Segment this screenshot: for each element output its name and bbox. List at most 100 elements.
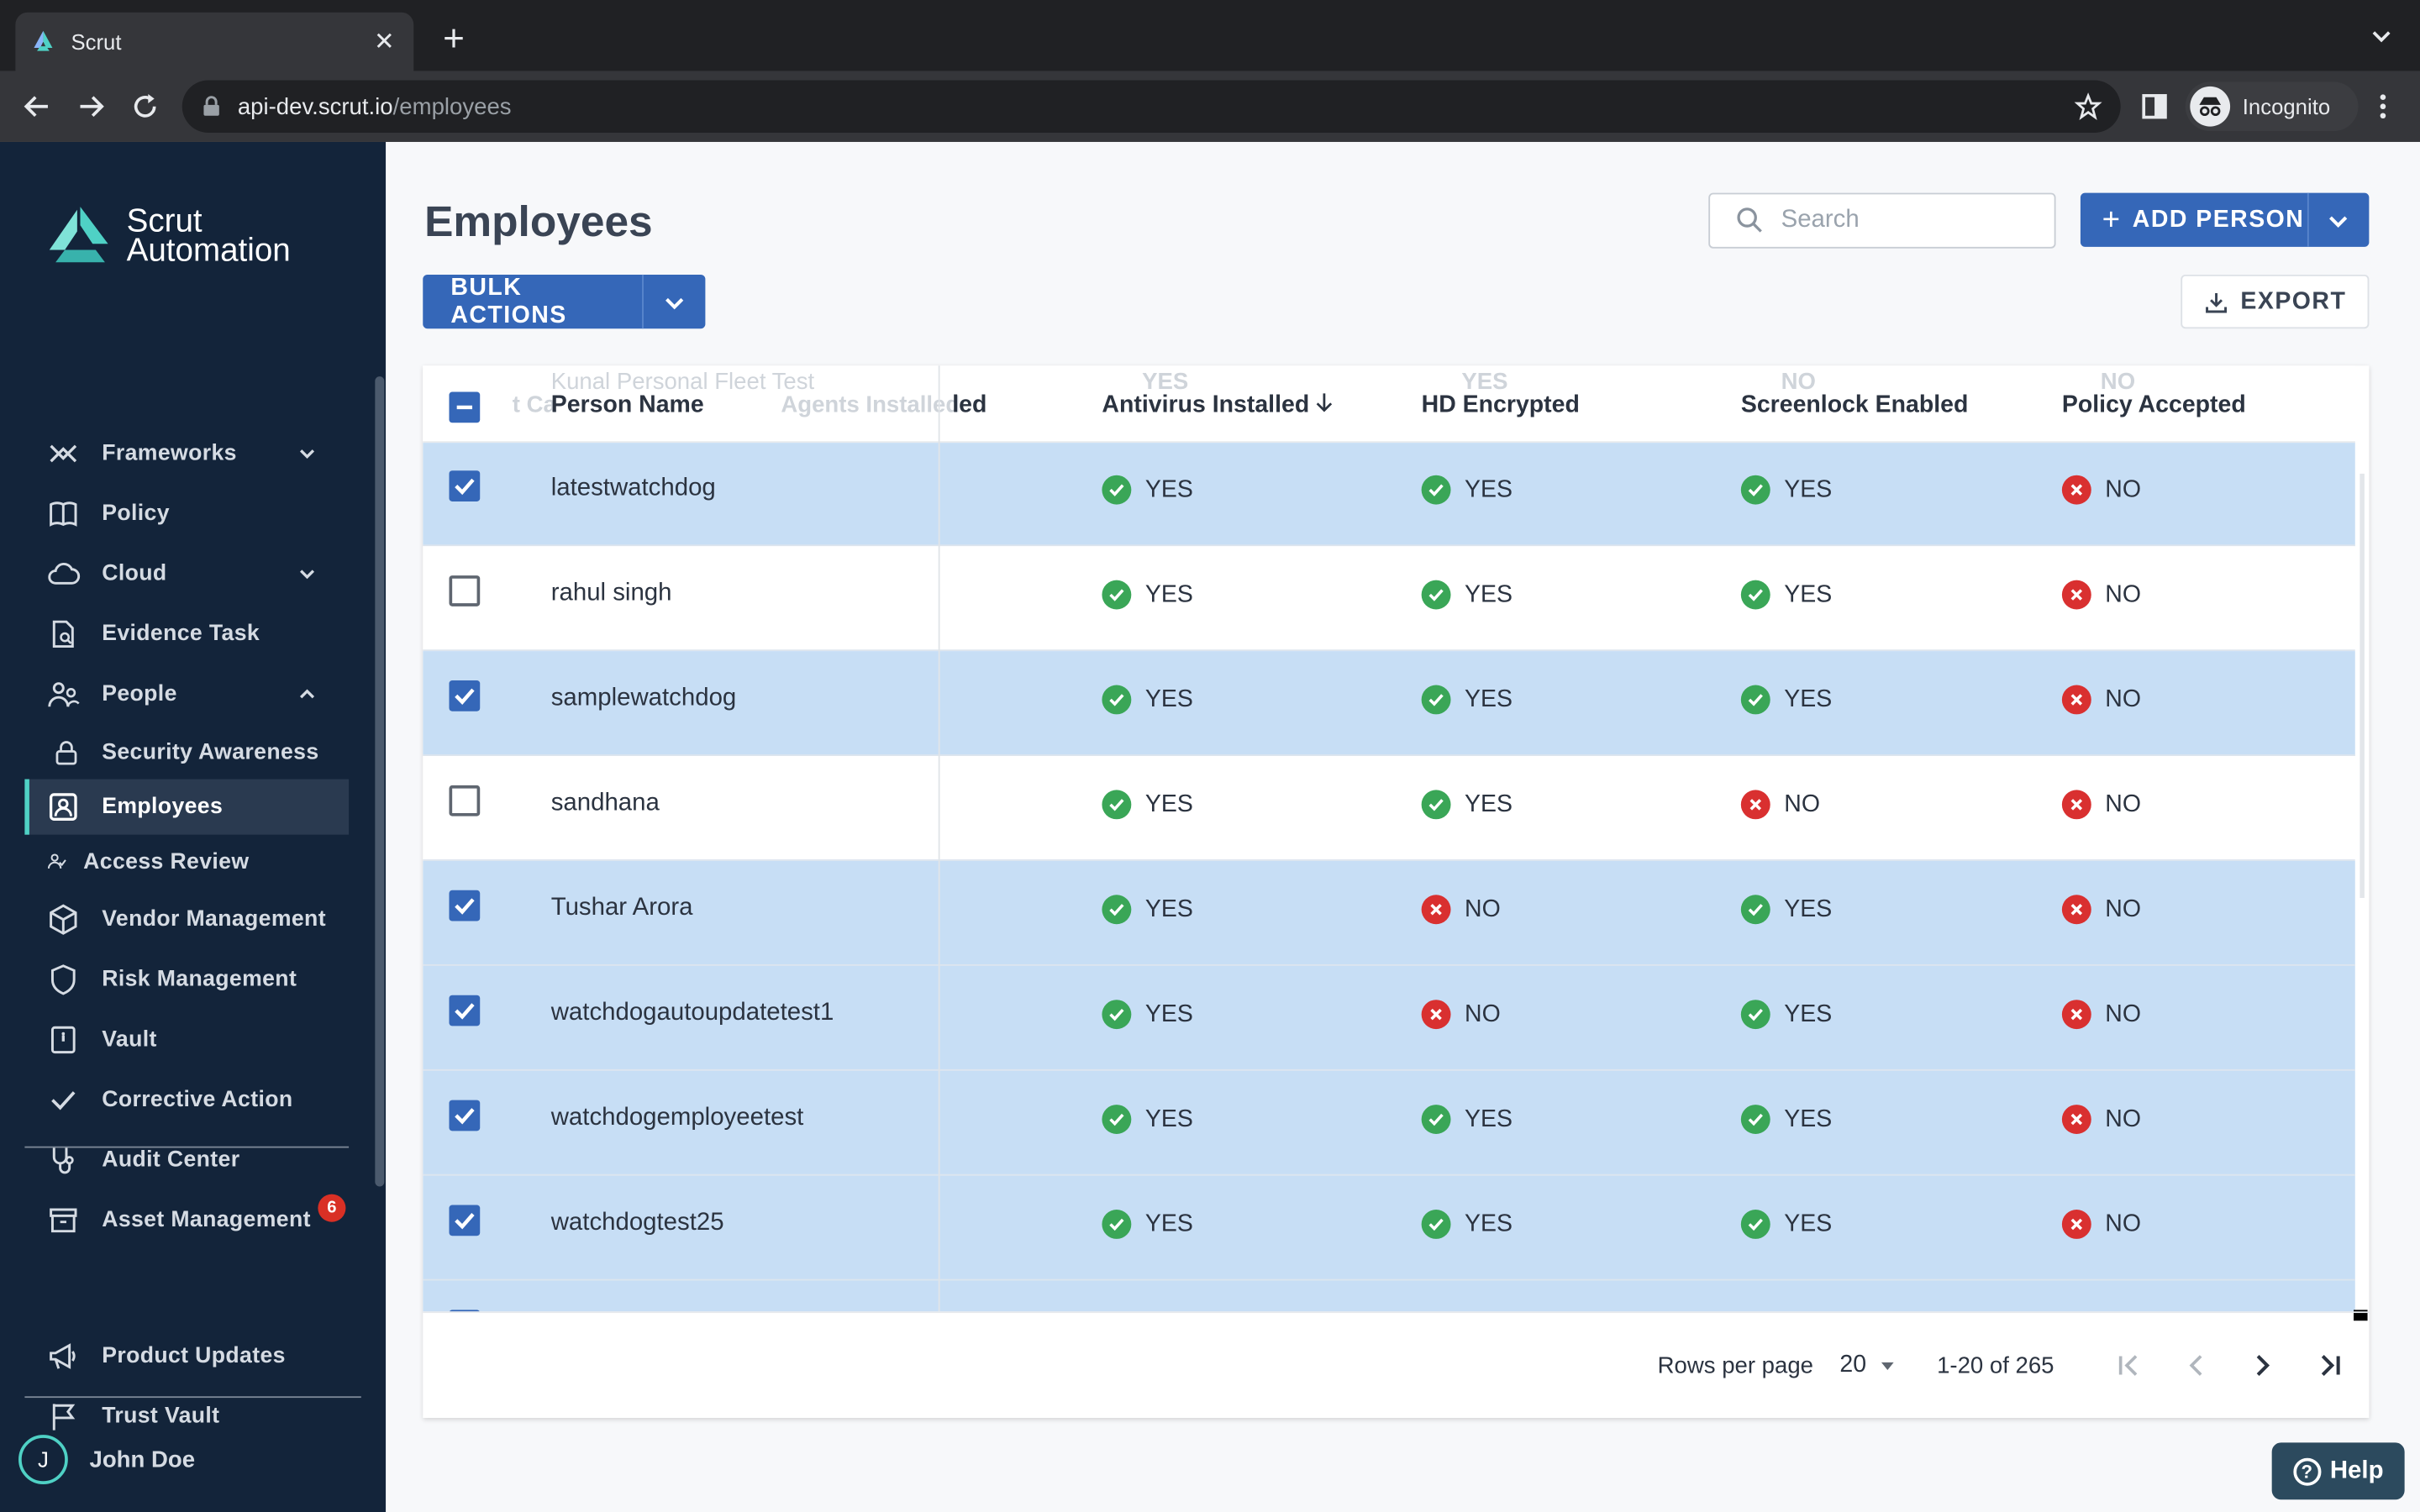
table-row[interactable]: sandhana YES YES NO NO xyxy=(423,756,2355,861)
sidebar-item-employees[interactable]: Employees xyxy=(24,779,350,835)
help-button[interactable]: ? Help xyxy=(2271,1442,2405,1500)
last-page-icon[interactable] xyxy=(2312,1347,2349,1383)
chevron-up-icon[interactable] xyxy=(297,684,318,706)
sidebar-item-label: Corrective Action xyxy=(102,1087,293,1113)
person-name-cell[interactable]: sandhana xyxy=(550,790,660,816)
sidebar-item-asset-management[interactable]: Asset Management xyxy=(24,1193,349,1248)
table-row[interactable]: Tushar Arora YES NO YES NO xyxy=(423,860,2355,966)
browser-menu-icon[interactable] xyxy=(2370,91,2395,122)
sidebar-item-audit-center[interactable]: Audit Center xyxy=(24,1132,349,1188)
sidebar-item-evidence-task[interactable]: Evidence Task xyxy=(24,606,349,662)
incognito-profile[interactable]: Incognito xyxy=(2185,81,2359,132)
row-checkbox[interactable] xyxy=(449,575,481,606)
row-checkbox[interactable] xyxy=(449,470,481,501)
tab-close-icon[interactable]: ✕ xyxy=(374,29,395,56)
person-name-cell[interactable]: Tushar Arora xyxy=(550,895,693,921)
sidebar-item-trust-vault[interactable]: Trust Vault xyxy=(24,1389,349,1444)
policy-status: NO xyxy=(2061,1000,2141,1030)
search-input[interactable] xyxy=(1781,207,2028,235)
export-button[interactable]: EXPORT xyxy=(2181,274,2370,329)
sidebar-item-product-updates[interactable]: Product Updates xyxy=(24,1328,349,1383)
browser-tab[interactable]: Scrut ✕ xyxy=(15,12,414,71)
sidebar-item-frameworks[interactable]: Frameworks xyxy=(24,426,349,481)
table-row[interactable]: watchdogemployeetest YES YES YES NO xyxy=(423,1070,2355,1176)
x-circle-icon xyxy=(2061,1105,2091,1135)
column-header-hd-encrypted[interactable]: HD Encrypted xyxy=(1421,391,1580,418)
select-all-checkbox[interactable] xyxy=(449,391,481,423)
bulk-actions-dropdown[interactable] xyxy=(644,275,705,328)
employee-badge-icon xyxy=(49,793,77,821)
sidebar-item-vendor-management[interactable]: Vendor Management xyxy=(24,892,349,948)
back-arrow-icon[interactable] xyxy=(18,88,55,125)
forward-arrow-icon[interactable] xyxy=(72,88,109,125)
sidebar-item-risk-management[interactable]: Risk Management xyxy=(24,952,349,1007)
user-profile[interactable]: J John Doe xyxy=(18,1435,195,1484)
check-circle-icon xyxy=(1740,1105,1770,1135)
add-person-main[interactable]: + ADD PERSON xyxy=(2081,192,2309,247)
person-name-cell[interactable]: samplewatchdog xyxy=(550,685,737,711)
check-circle-icon xyxy=(1421,580,1451,610)
first-page-icon[interactable] xyxy=(2110,1347,2147,1383)
row-checkbox[interactable] xyxy=(449,890,481,921)
previous-page-icon[interactable] xyxy=(2178,1347,2215,1383)
column-header-label: Antivirus Installed xyxy=(1102,391,1310,418)
new-tab-icon[interactable]: + xyxy=(443,18,465,60)
row-checkbox[interactable] xyxy=(449,1205,481,1236)
sidebar-scrollbar[interactable] xyxy=(375,376,385,1187)
add-person-dropdown[interactable] xyxy=(2309,193,2368,247)
search-box[interactable] xyxy=(1708,192,2056,249)
column-header-antivirus[interactable]: Antivirus Installed xyxy=(1102,392,1335,420)
tab-search-chevron-icon[interactable] xyxy=(2368,22,2396,50)
sidebar-item-people[interactable]: People xyxy=(24,666,349,722)
person-name-cell[interactable]: latestwatchdog xyxy=(550,475,716,501)
bulk-actions-label[interactable]: BULK ACTIONS xyxy=(423,274,644,329)
pagination-range: 1-20 of 265 xyxy=(1937,1352,2054,1380)
sidebar-item-corrective-action[interactable]: Corrective Action xyxy=(24,1073,349,1128)
status-text: NO xyxy=(2105,895,2142,922)
sidebar-item-cloud[interactable]: Cloud xyxy=(24,546,349,601)
reload-icon[interactable] xyxy=(127,88,164,125)
bookmark-star-icon[interactable] xyxy=(2074,92,2102,120)
table-row[interactable]: rahul singh YES YES YES NO xyxy=(423,546,2355,652)
table-row[interactable]: watchdogautoupdatetest1 YES NO YES NO xyxy=(423,965,2355,1071)
status-text: YES xyxy=(1144,1105,1193,1132)
sidebar-item-access-review[interactable]: Access Review xyxy=(24,835,349,890)
rows-per-page-select[interactable]: 20 xyxy=(1839,1352,1897,1379)
side-panel-icon[interactable] xyxy=(2139,91,2170,122)
status-text: NO xyxy=(2105,685,2142,712)
scrut-logo[interactable]: Scrut Automation xyxy=(46,203,291,268)
checkmark-icon xyxy=(455,1108,475,1125)
sidebar-item-security-awareness[interactable]: Security Awareness xyxy=(24,725,349,780)
sidebar-item-vault[interactable]: Vault xyxy=(24,1012,349,1068)
row-checkbox[interactable] xyxy=(449,1310,481,1312)
ghost-row-value: YES xyxy=(1142,368,1189,396)
column-header-policy[interactable]: Policy Accepted xyxy=(2061,391,2246,418)
row-checkbox[interactable] xyxy=(449,995,481,1026)
bulk-actions-button[interactable]: BULK ACTIONS xyxy=(423,274,706,329)
add-person-button[interactable]: + ADD PERSON xyxy=(2080,192,2370,247)
column-header-screenlock[interactable]: Screenlock Enabled xyxy=(1740,391,1969,418)
sidebar-item-policy[interactable]: Policy xyxy=(24,486,349,542)
chevron-down-icon[interactable] xyxy=(297,443,318,465)
hd-status: NO xyxy=(1421,895,1501,925)
table-row[interactable]: watchdogtest25 YES YES YES NO xyxy=(423,1175,2355,1281)
person-name-cell[interactable]: watchdogemployeetest xyxy=(550,1105,804,1131)
chevron-down-icon[interactable] xyxy=(297,563,318,585)
status-text: YES xyxy=(1784,1210,1833,1237)
column-header-agents-installed[interactable]: led xyxy=(952,391,987,418)
sidebar-item-label: Product Updates xyxy=(102,1343,286,1369)
person-name-cell[interactable]: watchdogautoupdatetest1 xyxy=(550,1000,834,1026)
table-row[interactable]: latestwatchdog YES YES YES NO xyxy=(423,443,2355,547)
table-row[interactable]: samplewatchdog YES YES YES NO xyxy=(423,651,2355,757)
column-header-person-name[interactable]: Person Name xyxy=(550,391,704,418)
next-page-icon[interactable] xyxy=(2244,1347,2281,1383)
address-bar[interactable]: api-dev.scrut.io/employees xyxy=(182,80,2121,133)
row-checkbox[interactable] xyxy=(449,785,481,816)
table-scrollbar[interactable] xyxy=(2360,473,2365,898)
row-checkbox[interactable] xyxy=(449,1100,481,1131)
policy-status: NO xyxy=(2061,1210,2141,1239)
person-name-cell[interactable]: rahul singh xyxy=(550,580,672,606)
person-name-cell[interactable]: watchdogtest25 xyxy=(550,1210,724,1236)
row-checkbox[interactable] xyxy=(449,680,481,711)
